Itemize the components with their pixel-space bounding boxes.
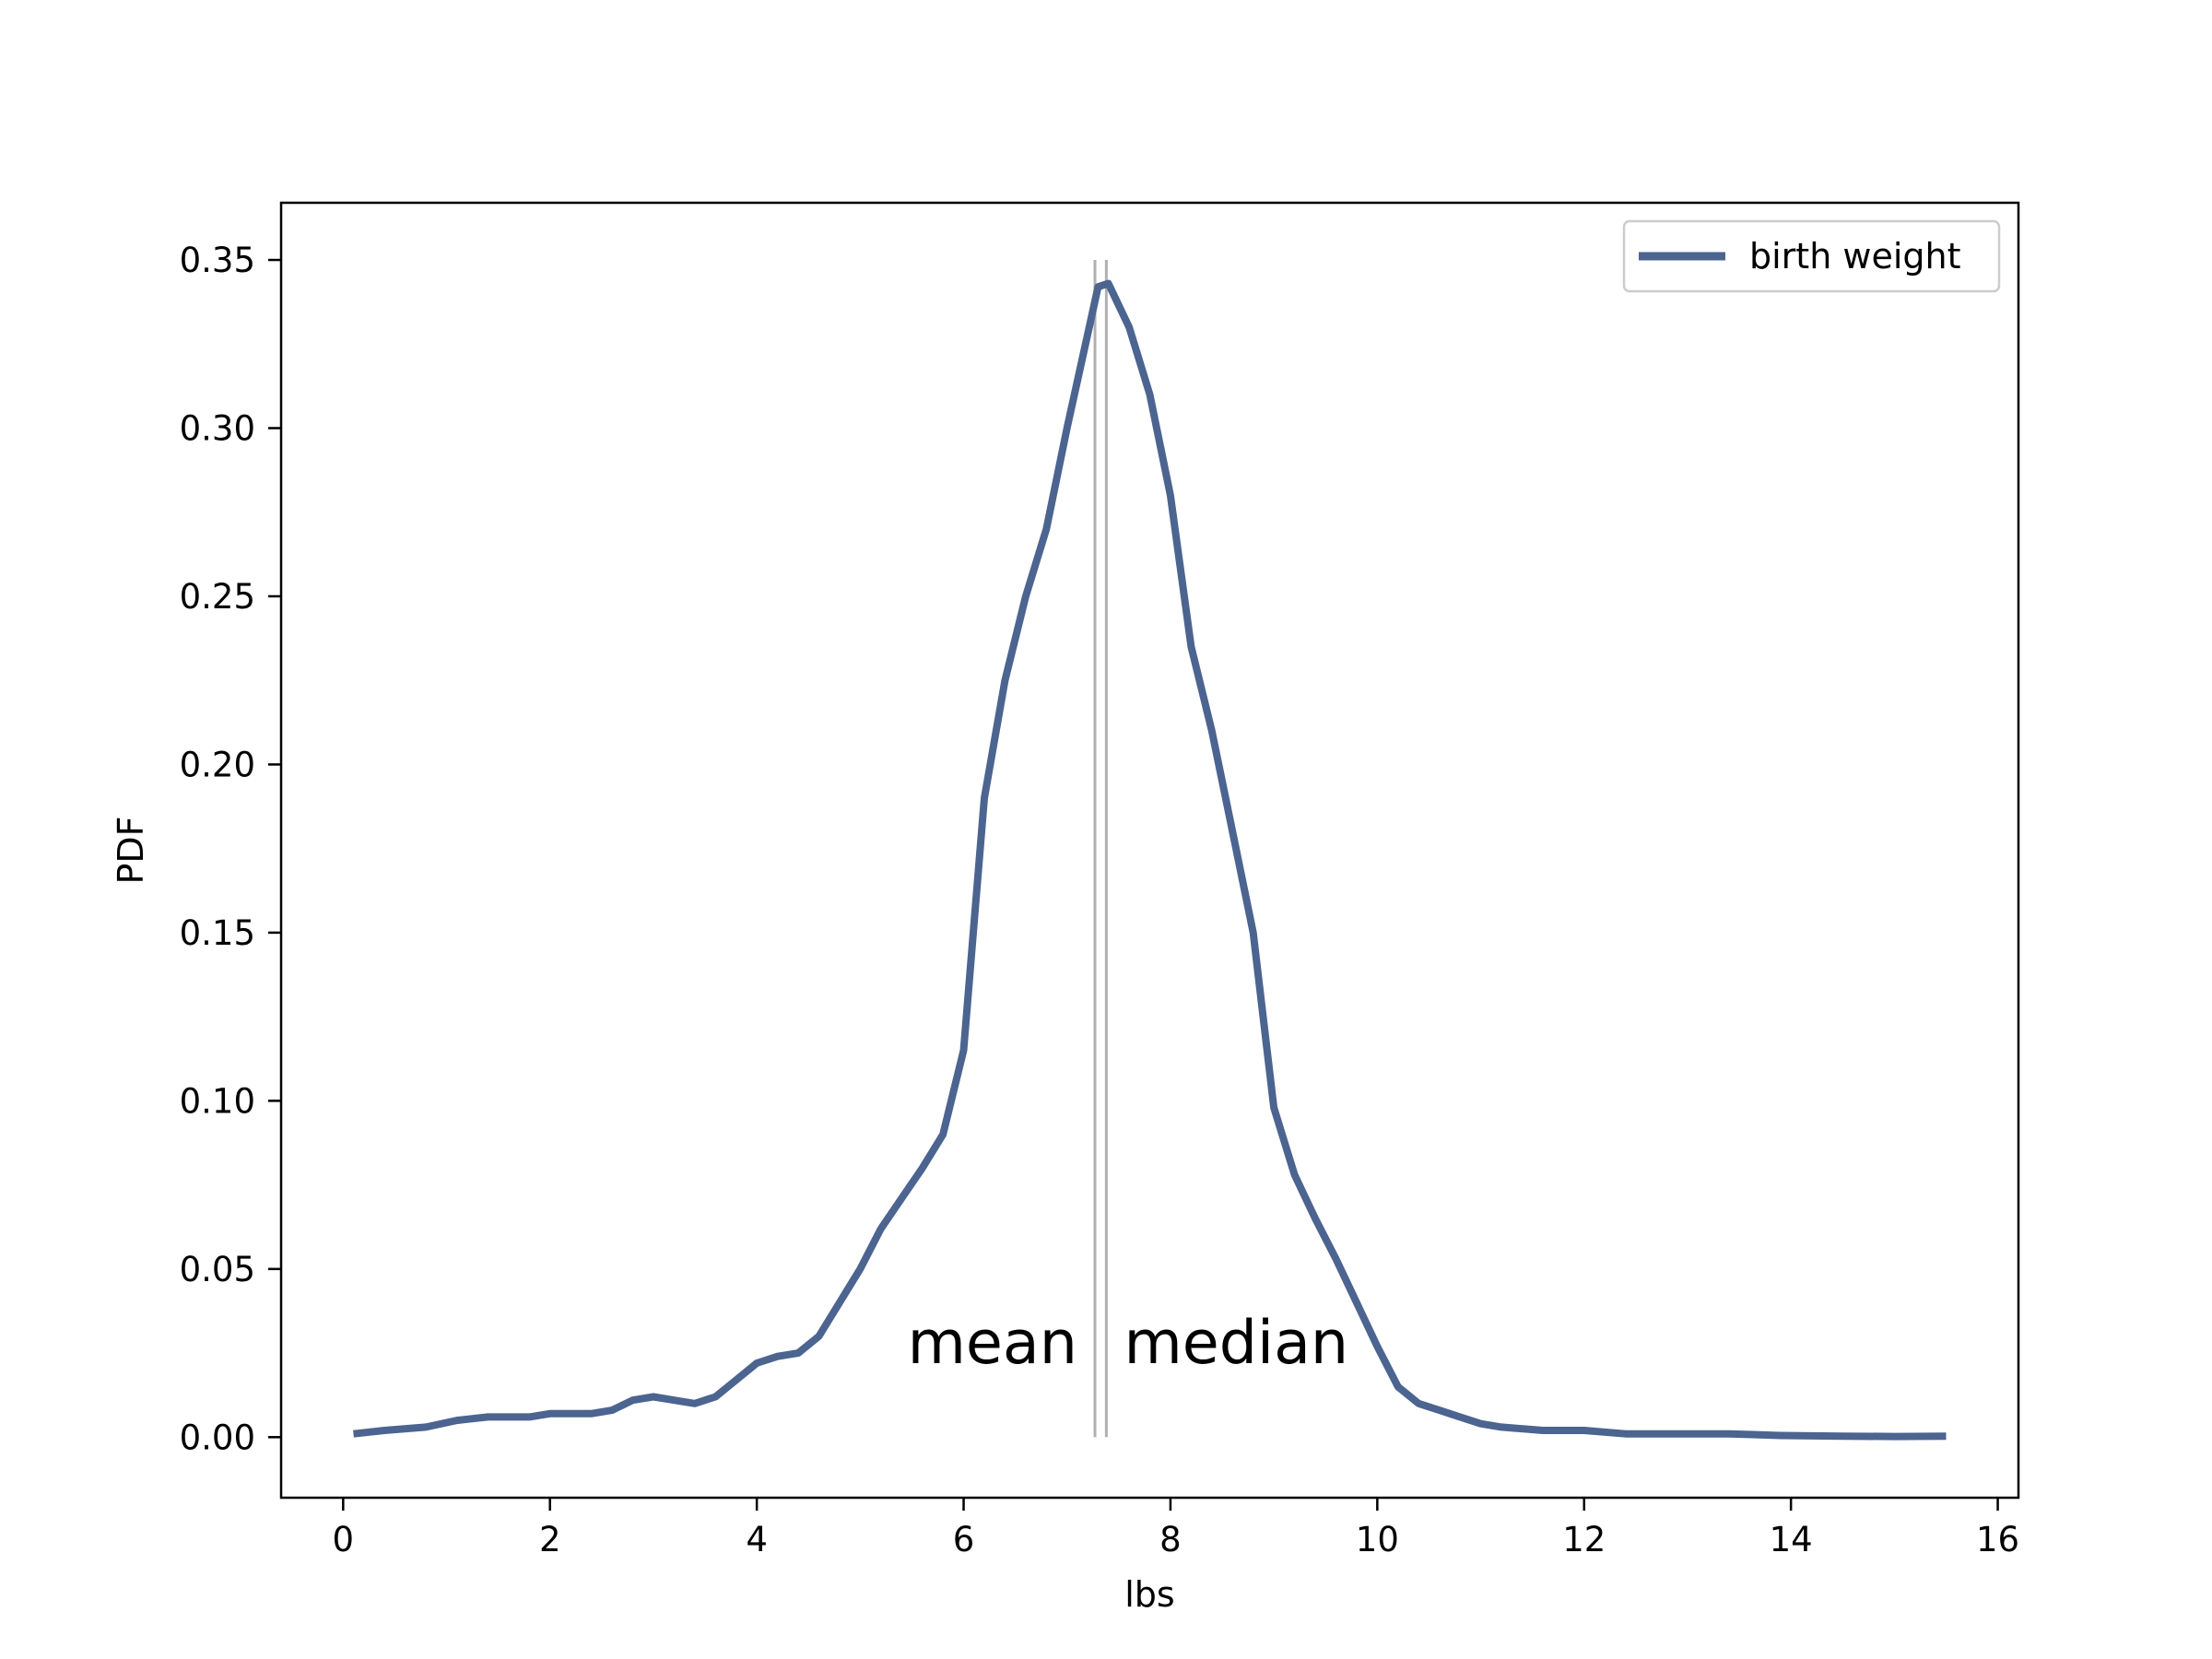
y-tick-label: 0.00 (180, 1418, 255, 1457)
x-tick-label: 2 (539, 1520, 561, 1559)
axes-frame (279, 201, 2020, 1500)
legend-box (1622, 219, 2001, 293)
x-tick-label: 16 (1976, 1520, 2019, 1559)
x-tick-label: 10 (1356, 1520, 1399, 1559)
y-axis: 0.00 0.05 0.10 0.15 0.20 0.25 0.30 0.35 (180, 241, 281, 1457)
legend: birth weight (1622, 219, 2001, 293)
x-tick-label: 4 (746, 1520, 768, 1559)
x-axis-label: lbs (1124, 1574, 1174, 1615)
y-tick-label: 0.35 (180, 241, 255, 280)
x-tick-label: 14 (1770, 1520, 1813, 1559)
plot-area: mean median (353, 260, 1947, 1441)
x-tick-label: 0 (333, 1520, 355, 1559)
y-tick-label: 0.20 (180, 745, 255, 784)
annotation-mean: mean (908, 1309, 1077, 1378)
legend-label-birth-weight: birth weight (1749, 236, 1960, 276)
x-tick-label: 8 (1159, 1520, 1182, 1559)
y-tick-label: 0.10 (180, 1081, 255, 1121)
y-axis-label: PDF (111, 816, 151, 884)
series-line-birth-weight (353, 279, 1947, 1441)
y-tick-label: 0.05 (180, 1250, 255, 1289)
y-tick-label: 0.30 (180, 409, 255, 449)
x-tick-label: 6 (953, 1520, 975, 1559)
y-tick-label: 0.15 (180, 913, 255, 953)
x-axis: 0 2 4 6 8 10 12 14 16 (333, 1498, 2019, 1559)
annotation-median: median (1124, 1309, 1348, 1378)
x-tick-label: 12 (1562, 1520, 1606, 1559)
y-tick-label: 0.25 (180, 577, 255, 617)
